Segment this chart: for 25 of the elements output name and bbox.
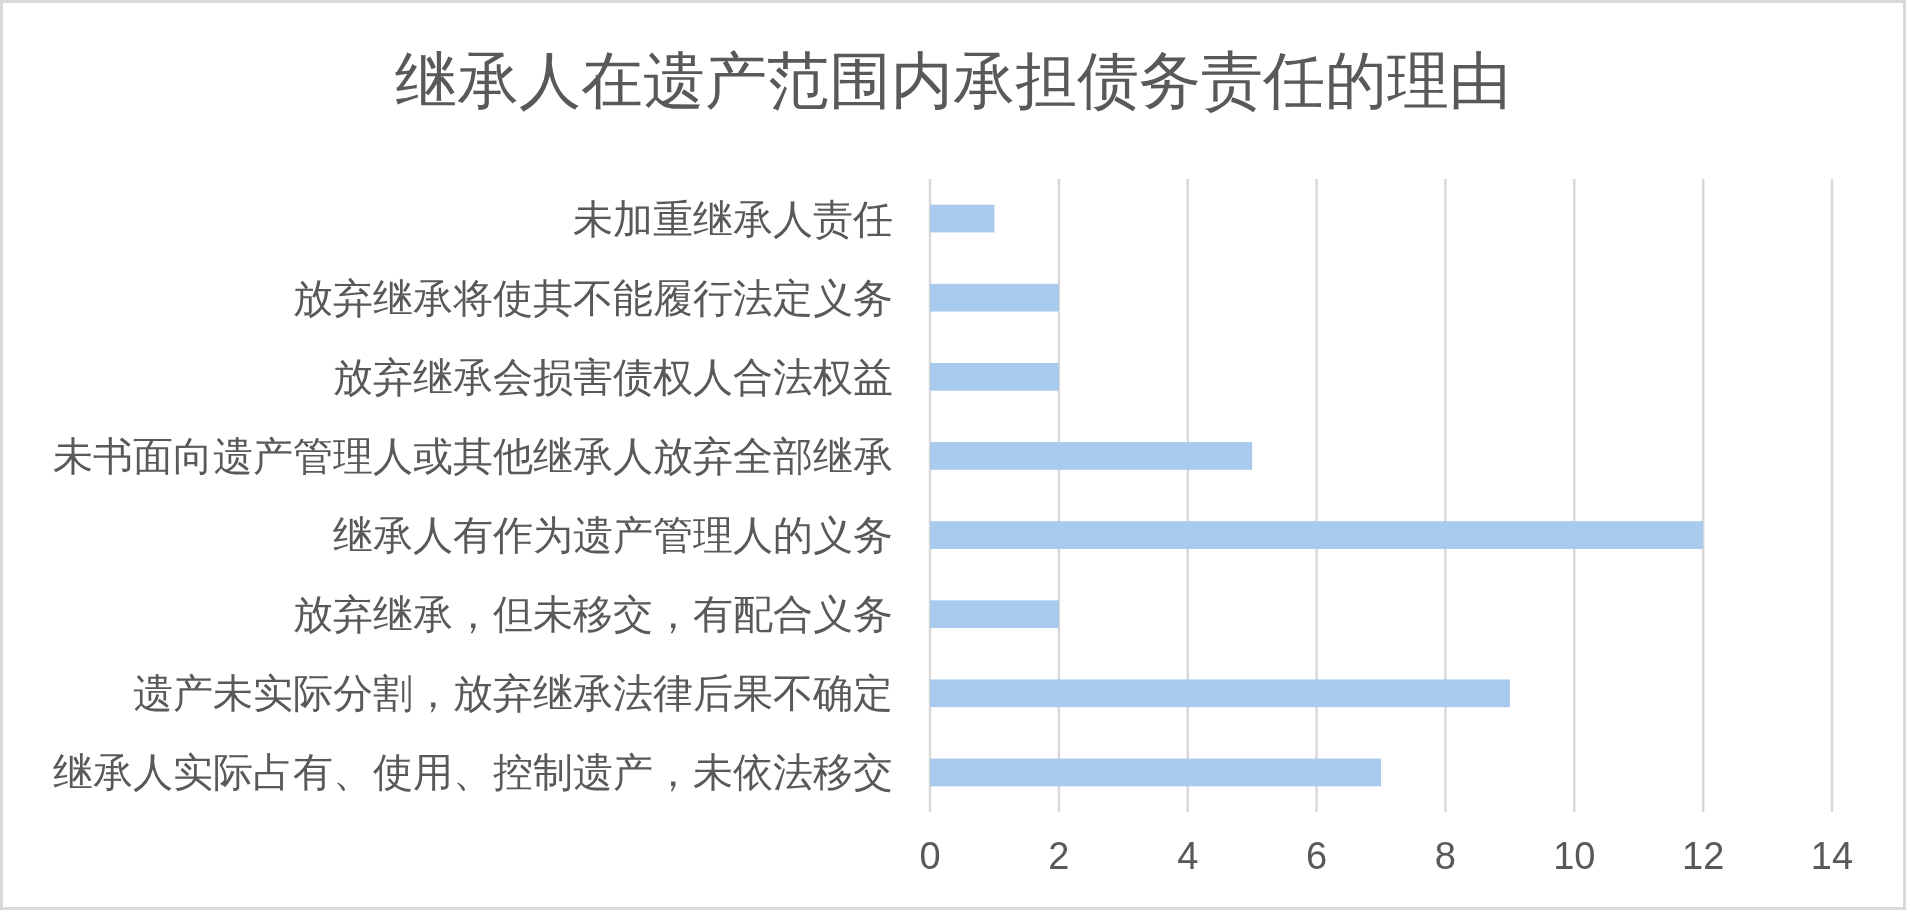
- x-tick-label: 10: [1553, 835, 1596, 877]
- y-tick-label: 放弃继承将使其不能履行法定义务: [293, 275, 893, 320]
- x-tick-label: 0: [919, 835, 941, 877]
- x-tick-label: 12: [1682, 835, 1725, 877]
- y-tick-label: 继承人有作为遗产管理人的义务: [333, 513, 893, 558]
- y-tick-label: 放弃继承，但未移交，有配合义务: [293, 592, 893, 637]
- x-tick-label: 4: [1177, 835, 1199, 877]
- y-tick-label: 放弃继承会损害债权人合法权益: [333, 354, 893, 399]
- bar: [930, 600, 1059, 629]
- bar: [930, 283, 1059, 312]
- y-tick-label: 未加重继承人责任: [573, 196, 893, 241]
- y-tick-label: 未书面向遗产管理人或其他继承人放弃全部继承: [53, 433, 893, 478]
- x-tick-label: 14: [1810, 835, 1854, 877]
- y-tick-label: 遗产未实际分割，放弃继承法律后果不确定: [133, 671, 893, 716]
- bar: [930, 362, 1059, 391]
- bar: [930, 442, 1253, 470]
- x-tick-label: 6: [1306, 835, 1328, 877]
- x-tick-label: 8: [1434, 835, 1456, 877]
- bar: [930, 758, 1381, 787]
- bar: [930, 521, 1704, 549]
- bar: [930, 204, 995, 233]
- chart-title: 继承人在遗产范围内承担债务责任的理由: [395, 45, 1511, 115]
- bar: [930, 679, 1510, 708]
- x-tick-label: 2: [1048, 835, 1070, 877]
- y-tick-label: 继承人实际占有、使用、控制遗产，未依法移交: [53, 750, 893, 795]
